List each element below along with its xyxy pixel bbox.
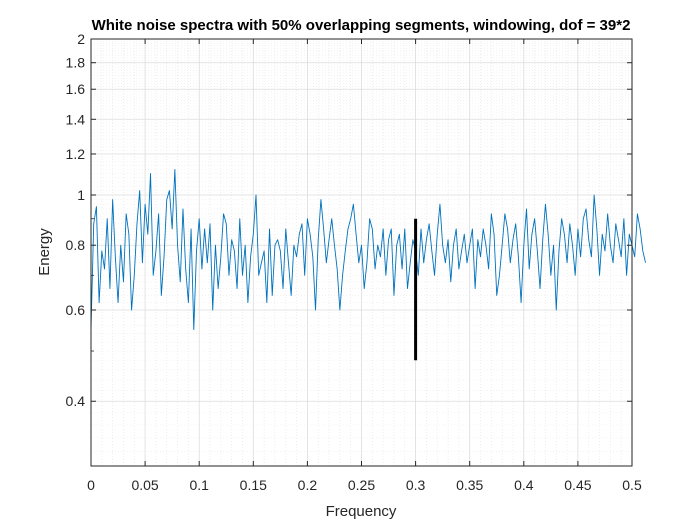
y-tick-label: 1 [77, 187, 85, 203]
x-tick-label: 0.15 [240, 477, 267, 493]
x-tick-label: 0.5 [622, 477, 642, 493]
x-tick-label: 0.35 [456, 477, 483, 493]
y-axis-label: Energy [36, 228, 53, 276]
x-tick-label: 0.05 [131, 477, 158, 493]
y-tick-label: 1.6 [66, 81, 86, 97]
y-tick-label: 1.4 [66, 111, 86, 127]
y-tick-label: 1.8 [66, 55, 86, 71]
y-tick-label: 1.2 [66, 146, 86, 162]
x-axis: 0 0.05 0.1 0.15 0.2 0.25 0.3 0.35 0.4 0.45 0.5 [87, 39, 642, 493]
y-axis: 0.4 0.6 0.8 1 1.2 1.4 1.6 1.8 2 [66, 31, 632, 467]
x-tick-label: 0.45 [564, 477, 591, 493]
x-tick-label: 0.1 [189, 477, 209, 493]
x-tick-label: 0.2 [298, 477, 318, 493]
x-axis-label: Frequency [326, 503, 397, 520]
x-tick-label: 0.25 [348, 477, 375, 493]
y-tick-label: 0.4 [66, 393, 86, 409]
chart-title: White noise spectra with 50% overlapping… [92, 17, 631, 34]
series-line [90, 169, 646, 331]
x-tick-label: 0.3 [406, 477, 426, 493]
x-tick-label: 0 [87, 477, 95, 493]
y-tick-label: 2 [77, 31, 85, 47]
y-tick-label: 0.8 [66, 237, 86, 253]
y-tick-label: 0.6 [66, 302, 86, 318]
x-tick-label: 0.4 [514, 477, 534, 493]
series-layer [90, 169, 646, 331]
